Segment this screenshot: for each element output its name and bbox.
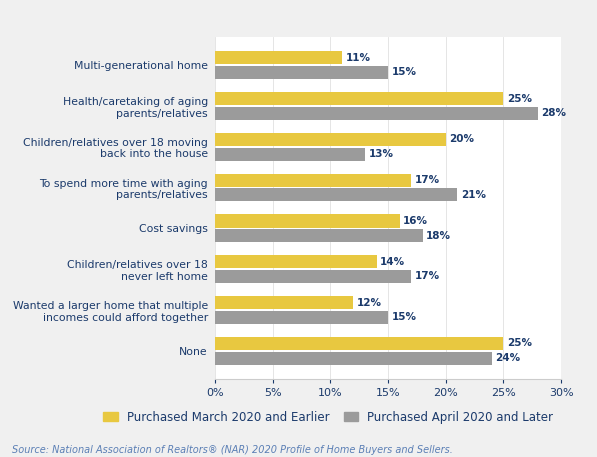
Bar — [215, 270, 411, 283]
Text: Source: National Association of Realtors® (NAR) 2020 Profile of Home Buyers and : Source: National Association of Realtors… — [12, 445, 453, 455]
Text: 25%: 25% — [507, 338, 532, 348]
Bar — [215, 51, 342, 64]
Text: 24%: 24% — [496, 353, 521, 363]
Legend: Purchased March 2020 and Earlier, Purchased April 2020 and Later: Purchased March 2020 and Earlier, Purcha… — [99, 406, 558, 428]
Text: 21%: 21% — [461, 190, 486, 200]
Bar — [215, 174, 411, 187]
Bar — [215, 188, 457, 202]
Text: 17%: 17% — [414, 175, 440, 185]
Text: 15%: 15% — [392, 68, 417, 78]
Text: 25%: 25% — [507, 94, 532, 104]
Bar — [215, 66, 388, 79]
Text: 16%: 16% — [403, 216, 428, 226]
Bar — [215, 214, 399, 228]
Bar — [215, 229, 423, 242]
Text: 20%: 20% — [449, 134, 474, 144]
Text: 15%: 15% — [392, 312, 417, 322]
Text: 17%: 17% — [414, 271, 440, 282]
Text: 12%: 12% — [357, 298, 382, 308]
Bar — [215, 107, 538, 120]
Bar — [215, 337, 503, 350]
Bar — [215, 133, 446, 146]
Text: 14%: 14% — [380, 257, 405, 267]
Text: 11%: 11% — [345, 53, 370, 63]
Bar — [215, 296, 353, 309]
Text: 18%: 18% — [426, 231, 451, 241]
Bar — [215, 311, 388, 324]
Text: 28%: 28% — [541, 108, 567, 118]
Bar — [215, 255, 377, 268]
Bar — [215, 351, 492, 365]
Text: 13%: 13% — [368, 149, 393, 159]
Bar — [215, 92, 503, 105]
Bar — [215, 148, 365, 160]
